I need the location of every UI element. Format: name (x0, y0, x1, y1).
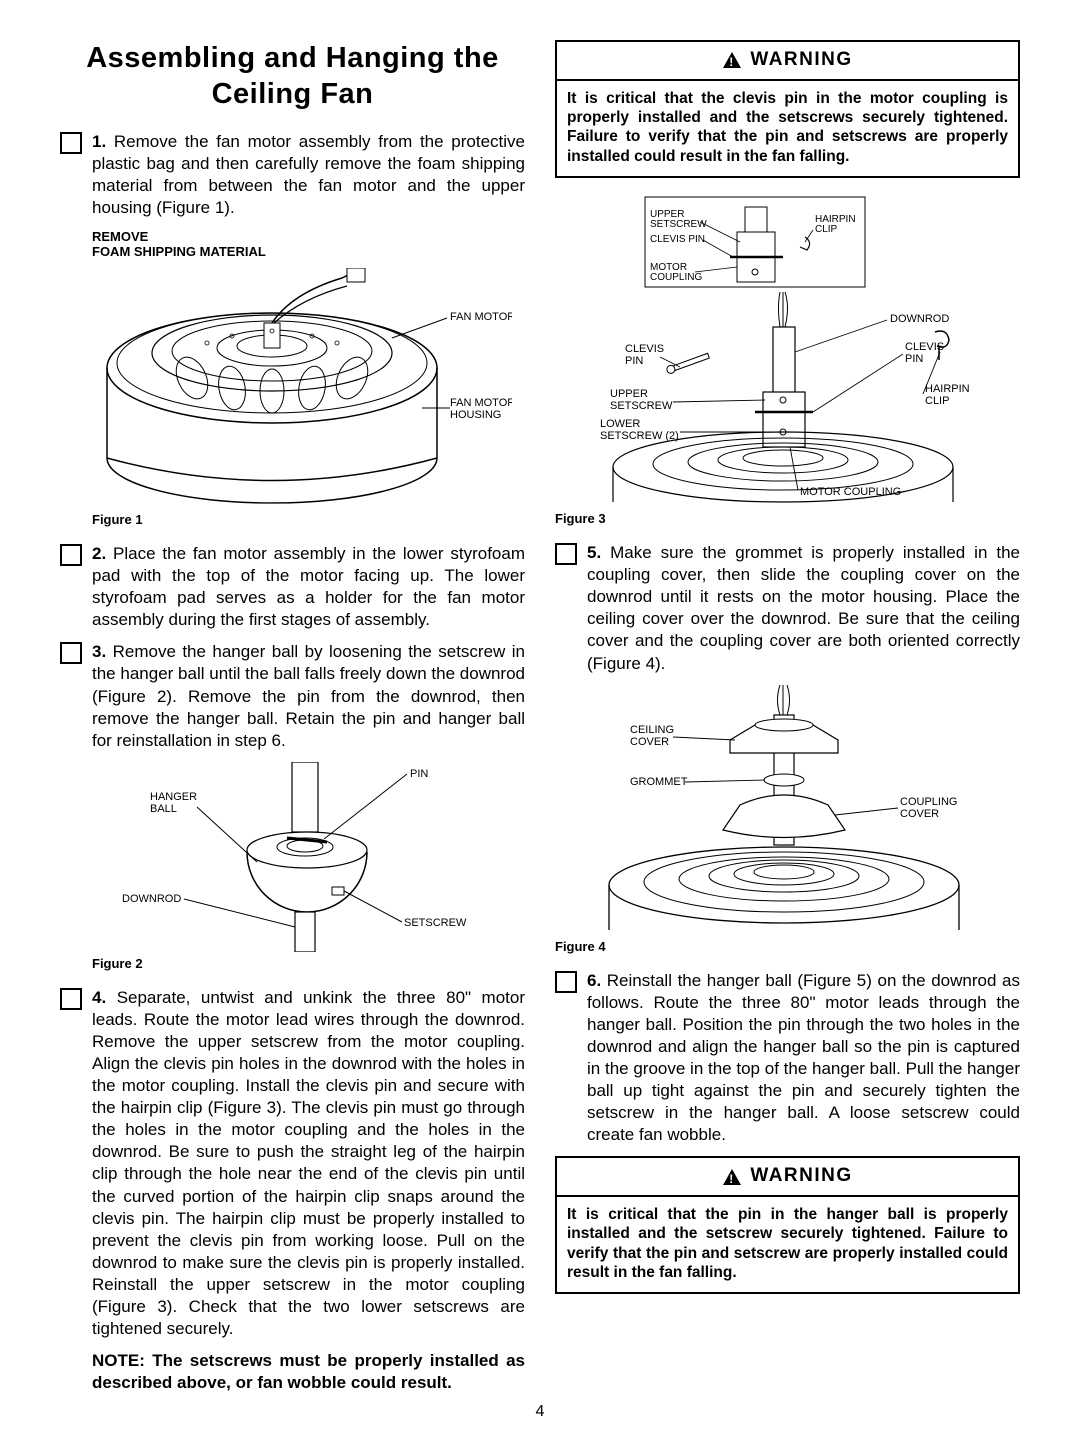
warning-2-title: WARNING (750, 1164, 852, 1189)
remove-foam-label: REMOVEFOAM SHIPPING MATERIAL (92, 229, 525, 260)
checkbox-1[interactable] (60, 132, 82, 154)
checkbox-5[interactable] (555, 543, 577, 565)
setscrew-note: NOTE: The setscrews must be properly ins… (92, 1350, 525, 1394)
step-2-text: Place the fan motor assembly in the lowe… (92, 544, 525, 629)
step-1-num: 1. (92, 132, 106, 151)
step-5-num: 5. (587, 543, 601, 562)
page-columns: Assembling and Hanging the Ceiling Fan 1… (60, 40, 1020, 1394)
fig3-clevis1: CLEVIS (625, 343, 664, 355)
step-6-text: Reinstall the hanger ball (Figure 5) on … (587, 971, 1020, 1145)
fig3i-setscrew: SETSCREW (650, 219, 707, 230)
fig3-downrod: DOWNROD (890, 313, 949, 325)
svg-text:!: ! (730, 55, 736, 69)
fig3-upper2: SETSCREW (610, 400, 673, 412)
page-number: 4 (60, 1402, 1020, 1423)
fig3-mc: MOTOR COUPLING (800, 486, 901, 498)
warning-2: ! WARNING It is critical that the pin in… (555, 1156, 1020, 1294)
step-1: 1. Remove the fan motor assembly from th… (60, 131, 525, 219)
fig4-cc2: COVER (630, 736, 669, 748)
warning-1-body: It is critical that the clevis pin in th… (557, 81, 1018, 177)
fig3-upper1: UPPER (610, 388, 648, 400)
warning-1: ! WARNING It is critical that the clevis… (555, 40, 1020, 178)
right-column: ! WARNING It is critical that the clevis… (555, 40, 1020, 1394)
fig1-label-motor: FAN MOTOR (450, 311, 512, 323)
step-5-text: Make sure the grommet is properly instal… (587, 543, 1020, 672)
step-3-text: Remove the hanger ball by loosening the … (92, 642, 525, 749)
step-1-text: Remove the fan motor assembly from the p… (92, 132, 525, 217)
warning-icon: ! (722, 51, 742, 69)
fig3-lower1: LOWER (600, 418, 640, 430)
svg-text:!: ! (730, 1172, 736, 1186)
warning-icon-2: ! (722, 1168, 742, 1186)
fig3i-clevis: CLEVIS PIN (650, 234, 705, 245)
checkbox-3[interactable] (60, 642, 82, 664)
warning-1-header: ! WARNING (557, 42, 1018, 81)
figure-2-svg: SETSCREW HANGER BALL PIN DOWNROD (92, 762, 512, 952)
step-5-body: 5. Make sure the grommet is properly ins… (587, 542, 1020, 675)
step-6: 6. Reinstall the hanger ball (Figure 5) … (555, 970, 1020, 1147)
figure-2: SETSCREW HANGER BALL PIN DOWNROD Figure … (92, 762, 525, 973)
step-4: 4. Separate, untwist and unkink the thre… (60, 987, 525, 1341)
step-6-body: 6. Reinstall the hanger ball (Figure 5) … (587, 970, 1020, 1147)
fig3-lower2: SETSCREW (2) (600, 430, 679, 442)
fig4-grommet: GROMMET (630, 776, 688, 788)
step-4-num: 4. (92, 988, 106, 1007)
warning-2-body: It is critical that the pin in the hange… (557, 1197, 1018, 1293)
figure-1-svg: FAN MOTOR FAN MOTOR HOUSING (92, 268, 512, 508)
fig2-pin: PIN (410, 768, 428, 780)
fig2-setscrew: SETSCREW (404, 917, 467, 929)
fig1-label-housing-2: HOUSING (450, 409, 501, 421)
fig2-hanger-2: BALL (150, 803, 177, 815)
warning-2-header: ! WARNING (557, 1158, 1018, 1197)
fig3-hairpin2: CLIP (925, 395, 949, 407)
step-5: 5. Make sure the grommet is properly ins… (555, 542, 1020, 675)
figure-3: UPPER SETSCREW CLEVIS PIN MOTOR COUPLING… (555, 192, 1020, 528)
fig1-label-housing-1: FAN MOTOR (450, 397, 512, 409)
step-1-body: 1. Remove the fan motor assembly from th… (92, 131, 525, 219)
left-column: Assembling and Hanging the Ceiling Fan 1… (60, 40, 525, 1394)
fig2-downrod: DOWNROD (122, 893, 181, 905)
figure-3-caption: Figure 3 (555, 511, 1020, 528)
figure-1: FAN MOTOR FAN MOTOR HOUSING Figure 1 (92, 268, 525, 529)
fig3-clevis2: PIN (625, 355, 643, 367)
warning-1-title: WARNING (750, 48, 852, 73)
fig2-hanger-1: HANGER (150, 791, 197, 803)
step-3-body: 3. Remove the hanger ball by loosening t… (92, 641, 525, 751)
fig4-cpl1: COUPLING (900, 796, 957, 808)
step-6-num: 6. (587, 971, 601, 990)
checkbox-6[interactable] (555, 971, 577, 993)
fig3-hairpin1: HAIRPIN (925, 383, 970, 395)
fig3-clevis3: CLEVIS (905, 341, 944, 353)
step-3: 3. Remove the hanger ball by loosening t… (60, 641, 525, 751)
figure-4-svg: CEILING COVER GROMMET COUPLING COVER (555, 685, 1015, 935)
step-3-num: 3. (92, 642, 106, 661)
step-2-body: 2. Place the fan motor assembly in the l… (92, 543, 525, 631)
figure-1-caption: Figure 1 (92, 512, 525, 529)
checkbox-4[interactable] (60, 988, 82, 1010)
fig4-cpl2: COVER (900, 808, 939, 820)
fig3-clevis4: PIN (905, 353, 923, 365)
fig3i-motor2: COUPLING (650, 272, 702, 283)
fig4-cc1: CEILING (630, 724, 674, 736)
checkbox-2[interactable] (60, 544, 82, 566)
figure-4-caption: Figure 4 (555, 939, 1020, 956)
step-4-body: 4. Separate, untwist and unkink the thre… (92, 987, 525, 1341)
figure-4: CEILING COVER GROMMET COUPLING COVER Fig… (555, 685, 1020, 956)
figure-3-svg: UPPER SETSCREW CLEVIS PIN MOTOR COUPLING… (555, 192, 1015, 507)
fig3i-hairpin2: CLIP (815, 224, 838, 235)
step-2: 2. Place the fan motor assembly in the l… (60, 543, 525, 631)
figure-2-caption: Figure 2 (92, 956, 525, 973)
step-4-text: Separate, untwist and unkink the three 8… (92, 988, 525, 1338)
step-2-num: 2. (92, 544, 106, 563)
page-title: Assembling and Hanging the Ceiling Fan (60, 40, 525, 113)
